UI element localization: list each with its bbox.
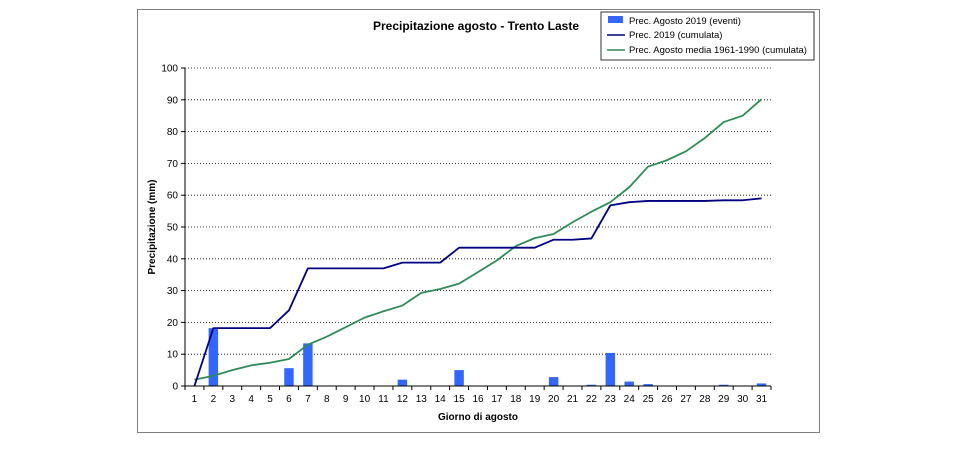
y-tick-label: 50 bbox=[167, 223, 179, 234]
precipitation-chart: Precipitazione agosto - Trento Laste Pre… bbox=[147, 11, 815, 423]
x-tick-label-2: 2 bbox=[211, 394, 217, 405]
x-tick-label-7: 7 bbox=[305, 394, 311, 405]
y-tick-label: 80 bbox=[167, 127, 179, 138]
bar-day-2 bbox=[208, 328, 219, 386]
y-tick-label: 100 bbox=[161, 64, 178, 75]
y-tick-label: 10 bbox=[167, 350, 179, 361]
x-tick-label-9: 9 bbox=[343, 394, 349, 405]
bar-day-15 bbox=[454, 370, 464, 386]
x-tick-label-11: 11 bbox=[378, 394, 389, 405]
chart-frame: Precipitazione agosto - Trento Laste Pre… bbox=[137, 9, 820, 433]
legend-box bbox=[600, 11, 815, 61]
y-tick-label: 60 bbox=[167, 191, 179, 202]
y-tick-label: 90 bbox=[167, 95, 179, 106]
x-tick-label-3: 3 bbox=[229, 394, 235, 405]
bar-day-12 bbox=[397, 379, 408, 386]
x-tick-label-13: 13 bbox=[416, 394, 428, 405]
x-tick-label-17: 17 bbox=[491, 394, 503, 405]
y-tick-label: 40 bbox=[167, 254, 179, 265]
x-tick-label-30: 30 bbox=[737, 394, 749, 405]
chart-title: Precipitazione agosto - Trento Laste bbox=[373, 19, 579, 33]
bar-day-24 bbox=[624, 381, 634, 386]
line-series bbox=[193, 98, 763, 387]
bar-series bbox=[208, 328, 767, 386]
x-tick-label-20: 20 bbox=[548, 394, 560, 405]
y-tick-label: 30 bbox=[167, 286, 179, 297]
bar-day-20 bbox=[548, 377, 559, 386]
legend-swatch-bars bbox=[608, 16, 623, 23]
x-tick-label-19: 19 bbox=[529, 394, 541, 405]
x-tick-label-14: 14 bbox=[435, 394, 447, 405]
x-tick-label-15: 15 bbox=[454, 394, 466, 405]
x-tick-label-23: 23 bbox=[605, 394, 617, 405]
x-tick-label-8: 8 bbox=[324, 394, 330, 405]
x-tick-label-31: 31 bbox=[756, 394, 768, 405]
x-tick-label-10: 10 bbox=[359, 394, 371, 405]
grid-lines bbox=[185, 67, 771, 355]
x-axis-title: Giorno di agosto bbox=[438, 412, 518, 423]
line-cumulative-average bbox=[194, 98, 763, 381]
legend: Prec. Agosto 2019 (eventi) Prec. 2019 (c… bbox=[600, 11, 815, 61]
legend-label-bars: Prec. Agosto 2019 (eventi) bbox=[629, 16, 741, 27]
legend-label-cumulative-average: Prec. Agosto media 1961-1990 (cumulata) bbox=[629, 45, 807, 56]
y-axis-title: Precipitazione (mm) bbox=[147, 179, 158, 274]
x-tick-label-5: 5 bbox=[267, 394, 273, 405]
y-tick-label: 20 bbox=[167, 318, 179, 329]
bar-day-22 bbox=[586, 384, 597, 386]
x-axis-ticks: 1 2 3 4 5 6 7 8 9 10 11 12 13 14 15 16 17 18 19 20 21 22 23 24 2… bbox=[184, 386, 772, 405]
axes bbox=[184, 68, 771, 387]
x-tick-label-26: 26 bbox=[661, 394, 673, 405]
bar-day-6 bbox=[284, 368, 294, 386]
bar-day-7 bbox=[303, 343, 313, 386]
x-tick-label-25: 25 bbox=[643, 394, 655, 405]
x-tick-label-6: 6 bbox=[286, 394, 292, 405]
line-cumulative-2019 bbox=[193, 197, 762, 387]
x-tick-label-21: 21 bbox=[567, 394, 579, 405]
y-tick-label: 70 bbox=[167, 159, 179, 170]
x-tick-label-28: 28 bbox=[699, 394, 711, 405]
bar-day-23 bbox=[605, 352, 616, 386]
x-tick-label-22: 22 bbox=[586, 394, 598, 405]
x-tick-label-29: 29 bbox=[718, 394, 730, 405]
bar-day-25 bbox=[643, 384, 653, 386]
bar-day-31 bbox=[756, 383, 767, 386]
y-axis-ticks: 0 10 20 30 40 50 60 70 80 90 100 bbox=[161, 64, 185, 393]
legend-label-cumulative-2019: Prec. 2019 (cumulata) bbox=[629, 30, 722, 41]
bar-day-29 bbox=[719, 384, 729, 386]
x-tick-label-4: 4 bbox=[248, 394, 254, 405]
x-tick-label-1: 1 bbox=[192, 394, 198, 405]
x-tick-label-12: 12 bbox=[397, 394, 409, 405]
y-tick-label: 0 bbox=[172, 382, 178, 393]
x-tick-label-27: 27 bbox=[680, 394, 692, 405]
x-tick-label-24: 24 bbox=[624, 394, 636, 405]
x-tick-label-18: 18 bbox=[510, 394, 522, 405]
x-tick-label-16: 16 bbox=[472, 394, 484, 405]
